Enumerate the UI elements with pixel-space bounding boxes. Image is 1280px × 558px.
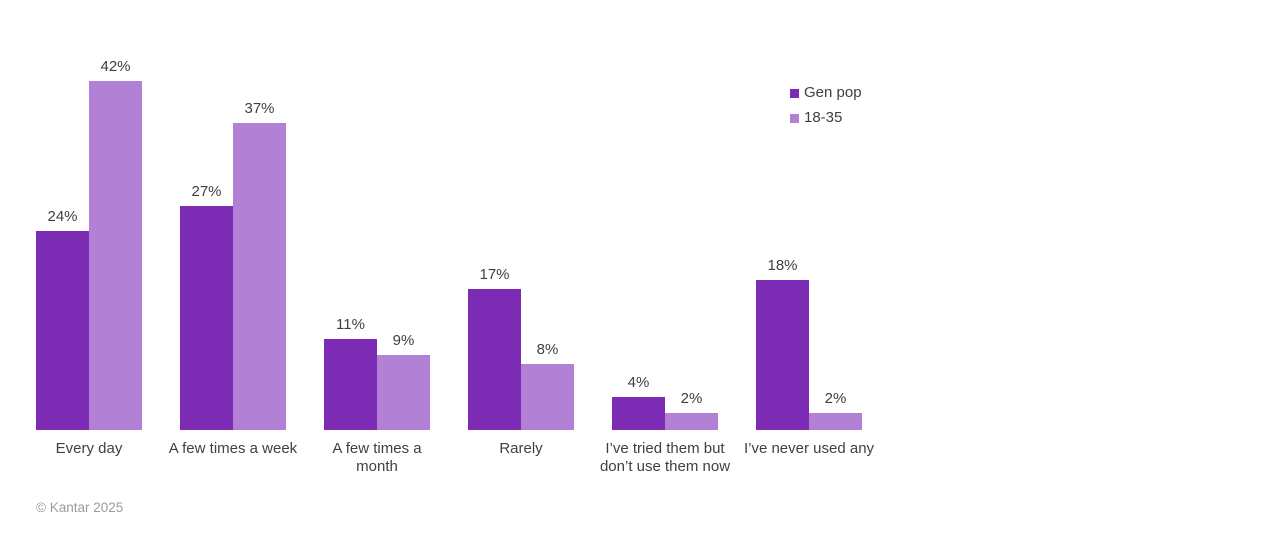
bar-gen-pop-i-ve-never-used-any [756, 280, 809, 430]
value-label-gen-pop: 18% [767, 257, 798, 274]
value-label-18-35: 9% [392, 332, 415, 349]
value-label-18-35: 8% [536, 341, 559, 358]
value-label-gen-pop: 24% [47, 208, 78, 225]
bar-18-35-a-few-times-a [377, 355, 430, 430]
copyright-note: © Kantar 2025 [36, 500, 124, 515]
value-label-18-35: 37% [244, 100, 275, 117]
category-label: A few times a week [168, 440, 298, 457]
value-label-18-35: 2% [824, 390, 847, 407]
bar-gen-pop-every-day [36, 231, 89, 430]
bar-18-35-a-few-times-a-week [233, 123, 286, 430]
bar-18-35-i-ve-never-used-any [809, 413, 862, 430]
value-label-gen-pop: 27% [191, 183, 222, 200]
category-label: Rarely [499, 440, 543, 457]
legend-label: 18-35 [804, 109, 843, 126]
legend-item-gen-pop: Gen pop [790, 85, 862, 101]
legend-swatch-icon [790, 88, 799, 98]
bar-gen-pop-i-ve-tried-them-but [612, 397, 665, 430]
bar-18-35-i-ve-tried-them-but [665, 413, 718, 430]
category-label: I’ve tried them but don’t use them now [599, 440, 731, 475]
value-label-18-35: 2% [680, 390, 703, 407]
value-label-gen-pop: 4% [627, 374, 650, 391]
bar-gen-pop-a-few-times-a [324, 339, 377, 430]
value-label-gen-pop: 17% [479, 266, 510, 283]
bar-18-35-every-day [89, 81, 142, 430]
chart-legend: Gen pop 18-35 [790, 85, 862, 126]
bar-18-35-rarely [521, 364, 574, 430]
bar-gen-pop-a-few-times-a-week [180, 206, 233, 430]
bar-gen-pop-rarely [468, 289, 521, 430]
category-label: I’ve never used any [743, 440, 875, 457]
category-label: A few times a month [332, 440, 422, 475]
category-label: Every day [55, 440, 123, 457]
legend-item-18-35: 18-35 [790, 110, 862, 126]
value-label-gen-pop: 11% [336, 316, 365, 333]
legend-label: Gen pop [804, 84, 862, 101]
value-label-18-35: 42% [100, 58, 131, 75]
legend-swatch-icon [790, 113, 799, 123]
